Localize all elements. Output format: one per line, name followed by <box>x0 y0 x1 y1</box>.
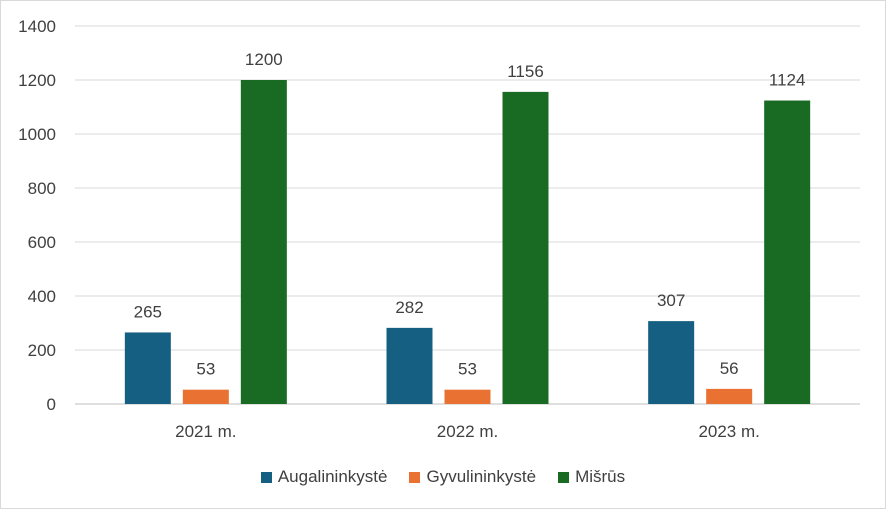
data-label: 265 <box>134 302 162 321</box>
bar <box>240 80 287 404</box>
bar <box>706 388 753 404</box>
data-label: 307 <box>657 291 685 310</box>
legend-swatch <box>558 471 570 483</box>
bar <box>386 327 433 404</box>
legend-label: Augalininkystė <box>277 467 388 486</box>
bar <box>502 91 549 404</box>
bar <box>764 100 811 405</box>
data-label: 1156 <box>507 62 544 81</box>
x-tick-label: 2023 m. <box>698 422 759 441</box>
y-tick-label: 400 <box>28 287 56 306</box>
data-label: 1124 <box>769 71 806 90</box>
y-tick-label: 1400 <box>18 17 56 36</box>
data-label: 1200 <box>245 50 283 69</box>
legend-item: Augalininkystė <box>260 467 388 487</box>
bar <box>648 321 695 404</box>
legend-label: Gyvulininkystė <box>426 467 537 486</box>
y-tick-label: 200 <box>28 341 56 360</box>
bar <box>182 389 229 404</box>
bar <box>124 332 171 404</box>
data-label: 53 <box>196 360 215 379</box>
x-tick-label: 2021 m. <box>175 422 236 441</box>
data-label: 53 <box>458 360 477 379</box>
bar <box>444 389 491 404</box>
y-tick-label: 600 <box>28 233 56 252</box>
y-tick-label: 0 <box>47 395 56 414</box>
legend-item: Mišrūs <box>558 467 625 487</box>
y-tick-label: 1200 <box>18 71 56 90</box>
legend-item: Gyvulininkystė <box>409 467 536 487</box>
x-tick-label: 2022 m. <box>437 422 498 441</box>
chart-legend: Augalininkystė Gyvulininkystė Mišrūs <box>0 464 886 490</box>
data-label: 282 <box>395 298 423 317</box>
legend-swatch <box>409 471 421 483</box>
data-label: 56 <box>720 359 739 378</box>
y-tick-label: 800 <box>28 179 56 198</box>
legend-label: Mišrūs <box>575 467 626 486</box>
y-tick-label: 1000 <box>18 125 56 144</box>
legend-swatch <box>260 471 272 483</box>
